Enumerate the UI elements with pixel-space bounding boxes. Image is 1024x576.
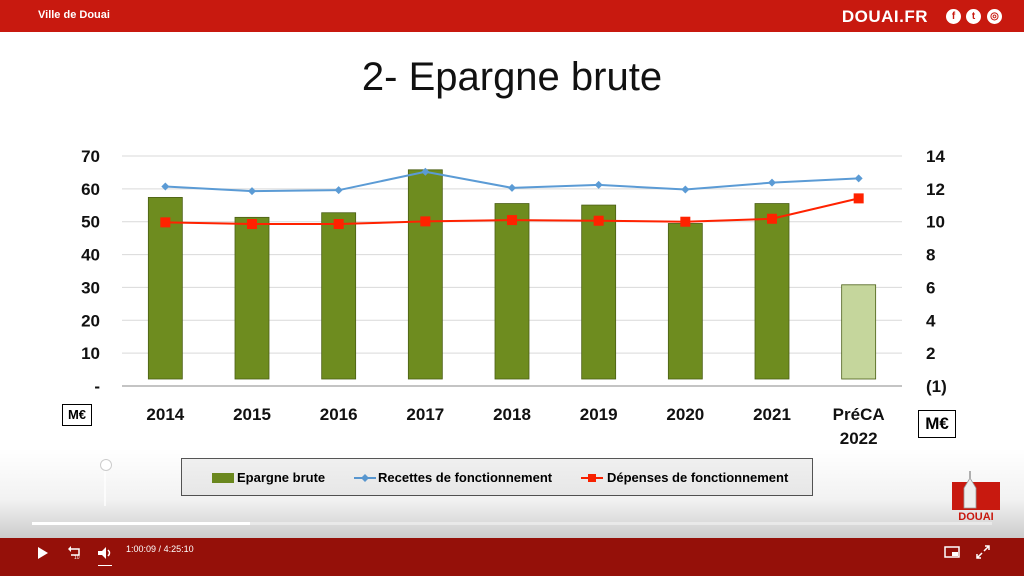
right-tick-label: 4 xyxy=(926,311,936,330)
slide-title: 2- Epargne brute xyxy=(361,55,663,99)
left-tick-label: 40 xyxy=(81,246,100,265)
play-icon[interactable] xyxy=(36,546,50,560)
x-tick-label: 2021 xyxy=(753,405,791,424)
time-display: 1:00:09 / 4:25:10 xyxy=(126,544,194,554)
x-tick-label: 2020 xyxy=(666,405,704,424)
x-tick-label: 2015 xyxy=(233,405,271,424)
depenses-point xyxy=(507,215,517,226)
recettes-point xyxy=(334,186,343,195)
volume-slider-knob[interactable] xyxy=(100,459,112,471)
right-tick-label: 12 xyxy=(926,180,945,199)
x-tick-label: 2017 xyxy=(406,405,444,424)
video-progress-bar[interactable] xyxy=(32,522,992,525)
video-progress-fill xyxy=(32,522,250,525)
recettes-point xyxy=(508,183,516,192)
left-tick-label: 10 xyxy=(81,344,100,363)
fullscreen-icon[interactable] xyxy=(976,545,990,559)
legend-bar-swatch xyxy=(212,473,234,483)
recettes-point xyxy=(248,187,256,196)
left-tick-label: 60 xyxy=(81,180,100,199)
legend-line2-label: Dépenses de fonctionnement xyxy=(607,470,789,485)
legend-bar-label: Epargne brute xyxy=(237,470,326,485)
bar-epargne-brute xyxy=(407,169,443,380)
recettes-point xyxy=(854,174,863,183)
volume-indicator xyxy=(98,565,112,566)
right-tick-label: 6 xyxy=(926,278,935,297)
depenses-point xyxy=(420,216,431,227)
bar-epargne-brute xyxy=(494,203,530,380)
bar-epargne-brute xyxy=(321,212,357,380)
logo-text: DOUAI xyxy=(958,511,993,523)
twitter-icon[interactable]: t xyxy=(966,9,981,24)
recettes-point xyxy=(421,167,430,176)
bar-epargne-brute xyxy=(667,223,703,380)
bar-epargne-brute xyxy=(754,203,790,380)
duration: 4:25:10 xyxy=(163,544,194,554)
left-axis-unit: M€ xyxy=(62,404,92,426)
replay-10-icon[interactable]: 10 xyxy=(67,546,83,560)
brand-logo-text[interactable]: DOUAI.FR xyxy=(841,7,928,26)
depenses-point xyxy=(853,193,864,204)
picture-in-picture-icon[interactable] xyxy=(944,546,960,558)
chart-legend: Epargne brute Recettes de fonctionnement… xyxy=(181,458,813,496)
current-time: 1:00:09 xyxy=(126,544,157,554)
legend-line1-label: Recettes de fonctionnement xyxy=(378,470,553,485)
left-tick-label: 20 xyxy=(81,311,100,330)
recettes-point xyxy=(768,178,776,187)
right-axis-unit: M€ xyxy=(918,410,956,438)
player-controls: 10 1:00:09 / 4:25:10 xyxy=(0,538,1024,576)
left-tick-label: 30 xyxy=(81,278,100,297)
depenses-point xyxy=(333,219,344,230)
x-tick-label: 2022 xyxy=(840,429,878,448)
volume-slider-track[interactable] xyxy=(104,464,106,506)
bar-epargne-brute xyxy=(234,216,270,380)
instagram-icon[interactable]: ◎ xyxy=(987,9,1002,24)
depenses-point xyxy=(160,217,171,228)
depenses-point xyxy=(247,219,257,230)
right-tick-label: 2 xyxy=(926,344,935,363)
legend-line2-swatch xyxy=(581,474,603,482)
x-tick-label: 2016 xyxy=(320,405,358,424)
bar-epargne-brute xyxy=(841,284,877,380)
right-tick-label: 8 xyxy=(926,246,935,265)
site-name[interactable]: Ville de Douai xyxy=(38,9,110,21)
right-tick-label: 10 xyxy=(926,213,945,232)
volume-icon[interactable] xyxy=(97,546,113,560)
left-tick-label: 50 xyxy=(81,213,100,232)
bar-epargne-brute xyxy=(147,196,183,380)
x-tick-label: 2019 xyxy=(580,405,618,424)
right-tick-label: (1) xyxy=(926,377,947,396)
x-tick-label: 2014 xyxy=(146,405,184,424)
left-tick-label: 70 xyxy=(81,147,100,166)
facebook-icon[interactable]: f xyxy=(946,9,961,24)
recettes-point xyxy=(681,185,690,194)
x-tick-label: 2018 xyxy=(493,405,531,424)
svg-text:10: 10 xyxy=(74,555,80,560)
depenses-point xyxy=(767,213,777,224)
time-separator: / xyxy=(158,544,162,554)
bar-epargne-brute xyxy=(581,204,617,380)
legend-line1-swatch xyxy=(354,474,376,482)
depenses-point xyxy=(680,216,691,227)
left-tick-label: - xyxy=(94,377,100,396)
site-header: Ville de Douai DOUAI.FR f t ◎ xyxy=(0,0,1024,32)
x-tick-label: PréCA xyxy=(833,405,885,424)
recettes-point xyxy=(161,182,170,191)
recettes-point xyxy=(594,180,603,189)
depenses-point xyxy=(593,215,604,226)
douai-logo: DOUAI xyxy=(952,471,1000,523)
right-tick-label: 14 xyxy=(926,147,945,166)
